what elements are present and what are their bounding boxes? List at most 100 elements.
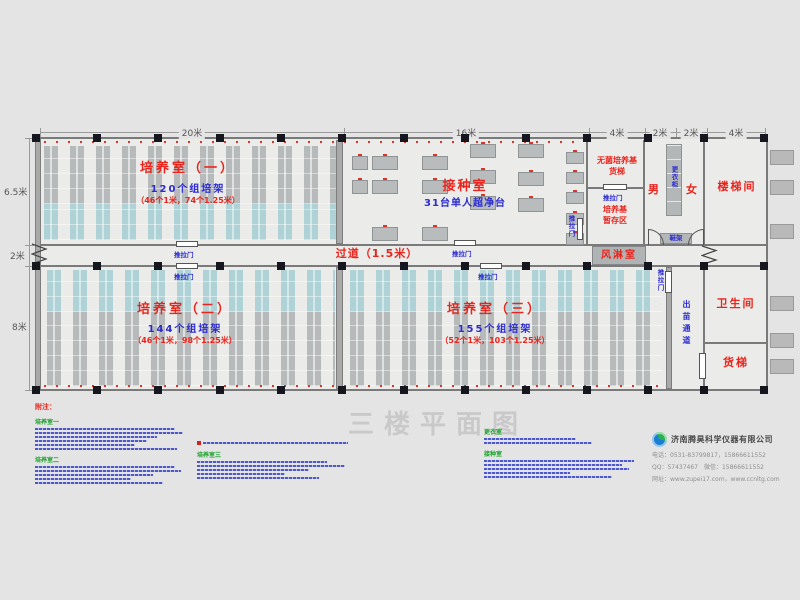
- company-name: 济南腾昊科学仪器有限公司: [671, 435, 773, 444]
- room2-detail: （46个1米，98个1.25米）: [133, 336, 237, 346]
- dim-tick: [40, 128, 41, 137]
- clean-bench: [470, 168, 496, 184]
- company-block: 济南腾昊科学仪器有限公司 电话：0531-83799817，1586661155…: [652, 432, 797, 483]
- sliding-door: [176, 241, 198, 247]
- shoe-rack-label: 鞋架: [669, 233, 683, 242]
- corridor-label: 过道（1.5米）: [335, 246, 419, 260]
- column-marker: [522, 134, 530, 142]
- note-text-line: [484, 464, 622, 466]
- column-marker: [644, 262, 652, 270]
- column-marker: [277, 262, 285, 270]
- clean-bench: [372, 178, 398, 194]
- column-marker: [154, 386, 162, 394]
- room3-racks-lower: [350, 312, 662, 386]
- dim-tick: [25, 245, 34, 246]
- male-room-label: 男: [648, 183, 659, 196]
- note-text-line: [203, 442, 348, 444]
- column-marker: [216, 134, 224, 142]
- column-marker: [644, 386, 652, 394]
- column-marker: [583, 386, 591, 394]
- toilet-label: 卫生间: [716, 296, 756, 310]
- room3-racks-upper: [350, 270, 662, 312]
- column-marker: [93, 134, 101, 142]
- room2-racks-lower: [47, 312, 335, 386]
- dim-top-4m-a: 4米: [606, 126, 628, 139]
- dim-left-8m: 8米: [12, 320, 27, 333]
- clean-bench: [518, 142, 544, 158]
- sliding-door-label: 推拉门: [567, 215, 575, 238]
- note-text-line: [197, 469, 309, 471]
- wall-female-stairwell: [703, 140, 705, 244]
- wall-room2-room3: [336, 267, 343, 389]
- column-marker: [154, 134, 162, 142]
- dim-tick: [25, 138, 34, 139]
- column-marker: [93, 386, 101, 394]
- dim-tick: [25, 390, 34, 391]
- room3-count: 155个组培架: [457, 323, 533, 335]
- note-text-line: [35, 448, 177, 450]
- sliding-door-label: 推拉门: [478, 273, 498, 281]
- clean-bench: [470, 142, 496, 158]
- sliding-door: [665, 271, 672, 293]
- wall-room3-channel: [666, 267, 672, 389]
- room3-detail: （52个1米，103个1.25米）: [440, 336, 550, 346]
- freight-elevator-label: 货梯: [723, 355, 749, 369]
- column-marker: [32, 134, 40, 142]
- note-section-heading: 培养室三: [197, 452, 222, 459]
- wall-toilet-freight: [704, 342, 767, 344]
- inoculation-name: 接种室: [442, 178, 488, 194]
- note-text-line: [35, 470, 181, 472]
- dim-tick: [707, 128, 708, 137]
- column-marker: [154, 262, 162, 270]
- sliding-door-label: 推拉门: [656, 269, 664, 292]
- air-shower-room: 风淋室: [592, 246, 646, 265]
- column-marker: [32, 262, 40, 270]
- sliding-door: [480, 263, 502, 269]
- dim-line-top: [40, 132, 766, 133]
- column-marker: [338, 386, 346, 394]
- column-marker: [700, 386, 708, 394]
- clean-bench: [566, 150, 584, 164]
- clean-bench: [422, 154, 448, 170]
- room1-name: 培养室（一）: [139, 160, 236, 176]
- dim-left-6-5m: 6.5米: [4, 185, 28, 198]
- locker-cabinet: [666, 144, 682, 216]
- dim-tick: [676, 128, 677, 137]
- seedling-channel-label: 出苗通道: [682, 300, 691, 348]
- note-section-heading: 更衣室: [484, 429, 503, 436]
- note-text-line: [484, 476, 612, 478]
- exterior-stair-block: [770, 359, 794, 374]
- column-marker: [760, 386, 768, 394]
- sliding-door-label: 推拉门: [452, 250, 472, 258]
- sliding-door: [454, 240, 476, 246]
- column-marker: [700, 134, 708, 142]
- note-text-line: [197, 477, 319, 479]
- wall-inoculation-right: [586, 140, 588, 244]
- column-marker: [93, 262, 101, 270]
- note-section-heading: 培养室二: [35, 457, 60, 464]
- column-marker: [461, 134, 469, 142]
- dim-left-2m: 2米: [10, 249, 25, 262]
- wall-corridor-top: [37, 244, 768, 246]
- note-text-line: [35, 428, 175, 430]
- dim-top-20m: 20米: [178, 126, 206, 139]
- room1-racks-upper: [44, 146, 336, 204]
- sterile-elevator-line2: 货梯: [609, 167, 625, 177]
- column-marker: [216, 386, 224, 394]
- column-marker: [760, 262, 768, 270]
- dim-tick: [344, 128, 345, 137]
- column-marker: [583, 134, 591, 142]
- clean-bench: [422, 178, 448, 194]
- note-text-line: [197, 473, 285, 475]
- dim-top-4m-b: 4米: [725, 126, 747, 139]
- dim-tick: [765, 128, 766, 137]
- dim-tick: [25, 266, 34, 267]
- column-marker: [32, 386, 40, 394]
- room1-detail: （46个1米，74个1.25米）: [136, 196, 240, 206]
- folding-door-stairwell-icon: [701, 245, 718, 266]
- clean-bench: [518, 196, 544, 212]
- column-marker: [400, 386, 408, 394]
- dim-top-2m-b: 2米: [680, 126, 702, 139]
- medium-storage-line1: 培养基: [603, 205, 627, 215]
- wall-storage-right: [643, 140, 645, 244]
